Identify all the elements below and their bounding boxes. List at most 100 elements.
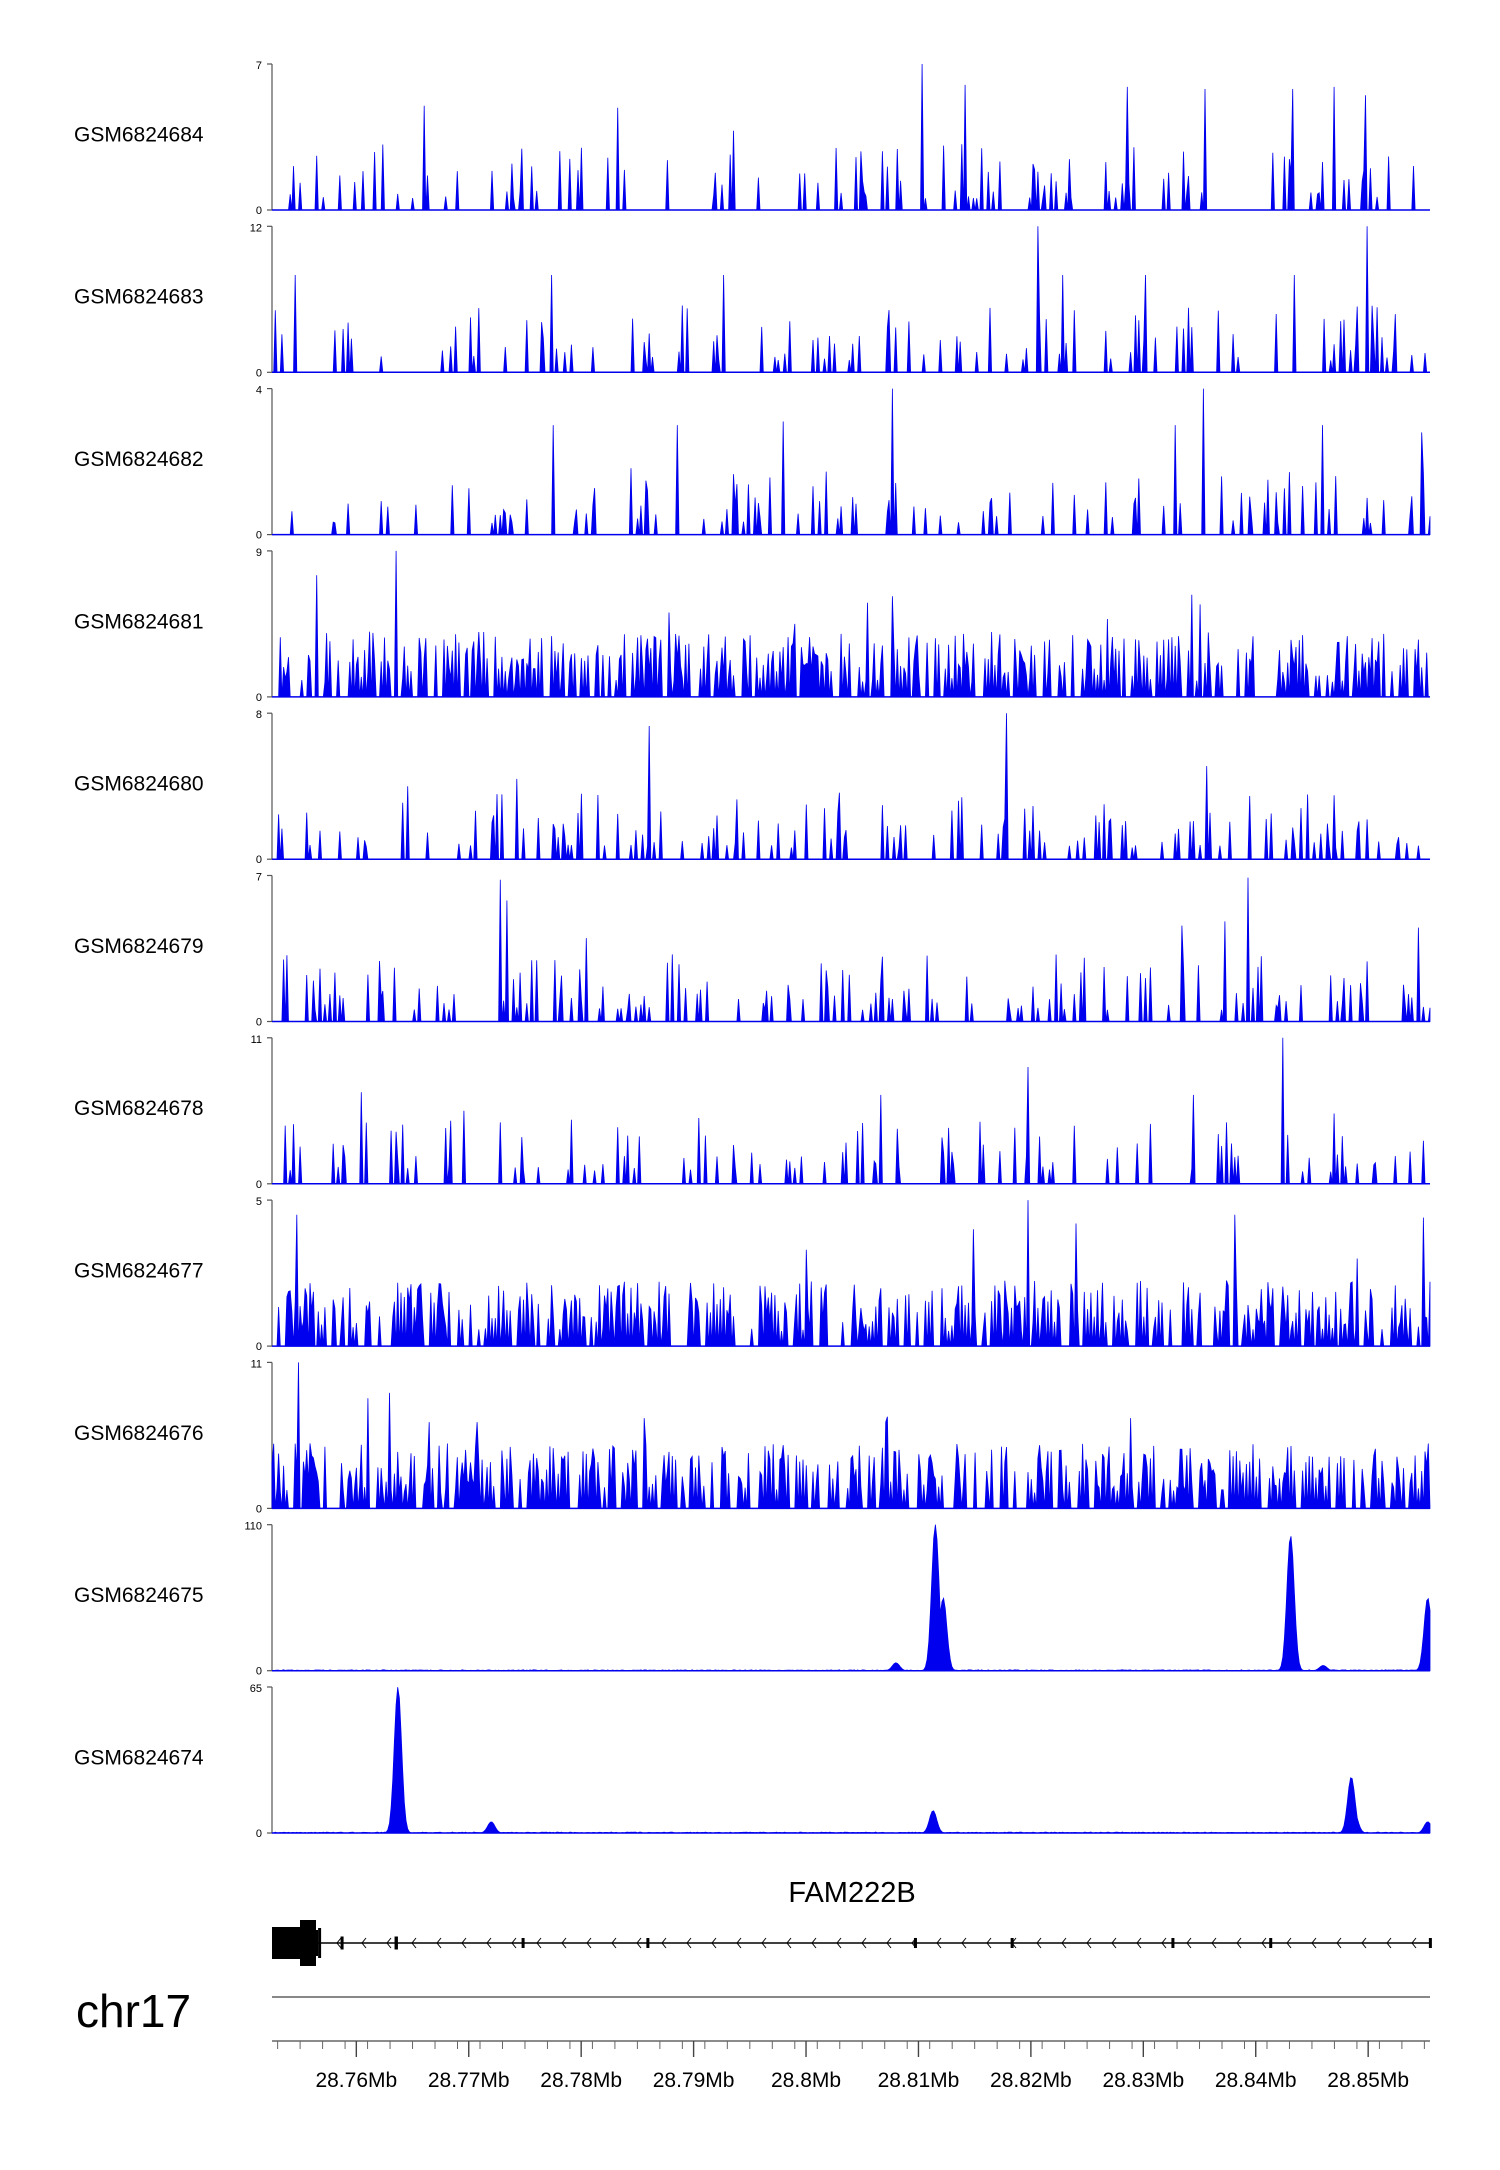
strand-arrow xyxy=(411,1937,417,1949)
track-ymax-label: 65 xyxy=(250,1683,262,1695)
track-ymin-label: 0 xyxy=(256,1503,262,1515)
strand-arrow xyxy=(1136,1937,1142,1949)
strand-arrow xyxy=(1311,1937,1317,1949)
strand-arrow xyxy=(461,1937,467,1949)
gene-name-label: FAM222B xyxy=(788,1877,915,1909)
track-signal-area xyxy=(272,713,1430,860)
chromosome-label: chr17 xyxy=(76,1985,191,2037)
track-ymin-label: 0 xyxy=(256,1828,262,1840)
strand-arrow xyxy=(386,1937,392,1949)
track-ymax-label: 11 xyxy=(251,1358,262,1370)
track-ymin-label: 0 xyxy=(256,1666,262,1678)
strand-arrow xyxy=(511,1937,517,1949)
track-GSM6824676: GSM6824676 11 0 xyxy=(74,1358,1431,1515)
track-ymax-label: 7 xyxy=(256,872,262,884)
track-GSM6824683: GSM6824683 12 0 xyxy=(74,222,1430,379)
axis-tick-label: 28.79Mb xyxy=(653,2069,735,2092)
axis-tick-label: 28.77Mb xyxy=(428,2069,510,2092)
strand-arrow xyxy=(1286,1937,1292,1949)
track-label: GSM6824684 xyxy=(74,123,204,146)
axis-tick-label: 28.81Mb xyxy=(878,2069,960,2092)
track-signal-area xyxy=(272,1037,1430,1185)
genome-axis: chr17 28.76Mb 28.77Mb 28.78Mb 28.79Mb 28.8Mb… xyxy=(76,1985,1430,2092)
axis-tick-label: 28.84Mb xyxy=(1215,2069,1297,2092)
track-signal-area xyxy=(272,550,1430,698)
strand-arrow xyxy=(786,1937,792,1949)
gene-exon xyxy=(318,1928,322,1958)
strand-arrow xyxy=(736,1937,742,1949)
track-ymin-label: 0 xyxy=(256,1179,262,1191)
strand-arrow xyxy=(886,1937,892,1949)
track-GSM6824680: GSM6824680 8 0 xyxy=(74,709,1430,866)
track-signal-area xyxy=(272,226,1430,373)
strand-arrow xyxy=(1336,1937,1342,1949)
strand-arrow xyxy=(986,1937,992,1949)
axis-tick-label: 28.85Mb xyxy=(1327,2069,1409,2092)
gene-annotation-track: FAM222B xyxy=(272,1877,1432,1966)
track-ymin-label: 0 xyxy=(256,854,262,866)
strand-arrow xyxy=(611,1937,617,1949)
track-label: GSM6824681 xyxy=(74,610,204,633)
track-label: GSM6824677 xyxy=(74,1259,204,1282)
strand-arrow xyxy=(711,1937,717,1949)
strand-arrow xyxy=(1361,1937,1367,1949)
axis-tick-label: 28.83Mb xyxy=(1102,2069,1184,2092)
track-ymax-label: 12 xyxy=(250,222,262,234)
track-signal-area xyxy=(272,1200,1431,1347)
track-ymin-label: 0 xyxy=(256,692,262,704)
axis-tick-label: 28.76Mb xyxy=(315,2069,397,2092)
gene-exon xyxy=(340,1936,344,1950)
track-GSM6824677: GSM6824677 5 0 xyxy=(74,1196,1431,1353)
track-signal-area xyxy=(271,1687,1431,1834)
axis-tick-label: 28.8Mb xyxy=(771,2069,841,2092)
strand-arrow xyxy=(961,1937,967,1949)
strand-arrow xyxy=(486,1937,492,1949)
strand-arrow xyxy=(936,1937,942,1949)
strand-arrow xyxy=(1161,1937,1167,1949)
strand-arrow xyxy=(1111,1937,1117,1949)
gene-exon xyxy=(521,1938,525,1948)
gene-exon xyxy=(646,1938,650,1948)
track-GSM6824681: GSM6824681 9 0 xyxy=(74,547,1430,704)
strand-arrow xyxy=(836,1937,842,1949)
track-ymax-label: 4 xyxy=(256,385,262,397)
track-label: GSM6824676 xyxy=(74,1422,204,1445)
gene-exon xyxy=(1171,1938,1175,1948)
strand-arrow xyxy=(861,1937,867,1949)
strand-arrow xyxy=(336,1937,342,1949)
strand-arrow xyxy=(1386,1937,1392,1949)
gene-exon xyxy=(1269,1938,1273,1948)
strand-arrow xyxy=(1186,1937,1192,1949)
track-GSM6824682: GSM6824682 4 0 xyxy=(74,385,1431,542)
track-GSM6824674: GSM6824674 65 0 xyxy=(74,1683,1431,1840)
track-ymax-label: 11 xyxy=(251,1034,262,1046)
track-label: GSM6824675 xyxy=(74,1584,204,1607)
strand-arrow xyxy=(761,1937,767,1949)
track-ymax-label: 9 xyxy=(256,547,262,559)
track-ymin-label: 0 xyxy=(256,1017,262,1029)
track-GSM6824675: GSM6824675 110 0 xyxy=(74,1521,1431,1678)
strand-arrow xyxy=(361,1937,367,1949)
gene-utr-block xyxy=(272,1927,300,1959)
track-signal-area xyxy=(272,388,1431,535)
track-GSM6824679: GSM6824679 7 0 xyxy=(74,872,1431,1029)
track-ymax-label: 5 xyxy=(256,1196,262,1208)
gene-exon xyxy=(1428,1938,1432,1948)
strand-arrow xyxy=(1236,1937,1242,1949)
track-ymin-label: 0 xyxy=(256,205,262,217)
strand-arrow xyxy=(536,1937,542,1949)
gene-exon xyxy=(1010,1938,1014,1948)
track-ymax-label: 110 xyxy=(244,1521,262,1533)
strand-arrow xyxy=(661,1937,667,1949)
track-label: GSM6824682 xyxy=(74,448,204,471)
track-signal-area xyxy=(272,63,1430,211)
strand-arrow xyxy=(1211,1937,1217,1949)
track-signal-area xyxy=(271,1524,1431,1672)
track-label: GSM6824674 xyxy=(74,1746,204,1769)
track-label: GSM6824680 xyxy=(74,773,204,796)
strand-arrow xyxy=(1086,1937,1092,1949)
track-signal-area xyxy=(271,1362,1431,1509)
gene-utr-block xyxy=(300,1920,316,1966)
track-ymin-label: 0 xyxy=(256,1341,262,1353)
track-signal-area xyxy=(272,877,1431,1022)
